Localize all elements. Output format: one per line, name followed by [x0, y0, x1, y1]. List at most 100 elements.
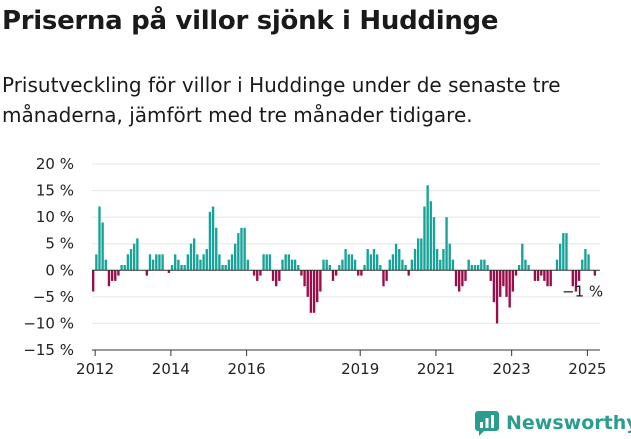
- bar: [382, 270, 385, 287]
- bar: [439, 259, 442, 271]
- bar: [480, 259, 483, 271]
- bar: [353, 259, 357, 271]
- bar: [189, 243, 193, 271]
- brand: Newsworthy: [474, 408, 631, 438]
- bar: [426, 185, 429, 271]
- x-tick-label: 2012: [76, 360, 114, 378]
- bar: [581, 259, 584, 271]
- bar: [268, 254, 272, 271]
- bar: [344, 249, 347, 271]
- bar: [256, 270, 259, 281]
- bar: [215, 227, 218, 271]
- bar: [511, 270, 515, 292]
- bar: [508, 270, 511, 308]
- bar: [208, 211, 212, 271]
- bar: [476, 264, 480, 271]
- bar: [287, 254, 290, 271]
- bar: [101, 222, 104, 271]
- bar: [527, 264, 530, 271]
- bar: [233, 243, 237, 271]
- bar: [420, 238, 423, 271]
- bar: [186, 254, 190, 271]
- bar: [117, 270, 120, 276]
- bar: [413, 249, 417, 271]
- bar: [240, 227, 243, 271]
- bar: [375, 254, 379, 271]
- bar: [502, 270, 505, 287]
- bar: [499, 270, 502, 297]
- bar: [492, 270, 496, 303]
- bar: [445, 217, 448, 271]
- bar: [174, 254, 177, 271]
- bar: [385, 270, 388, 281]
- bar: [155, 254, 158, 271]
- bar: [224, 264, 227, 271]
- bar: [464, 270, 467, 281]
- bar: [360, 270, 363, 276]
- bar: [543, 270, 546, 281]
- bars: [92, 185, 597, 324]
- bar: [517, 264, 521, 271]
- chart-title: Priserna på villor sjönk i Huddinge: [2, 6, 499, 36]
- bar: [549, 270, 552, 287]
- bar: [316, 270, 319, 303]
- bar: [281, 259, 284, 271]
- bar: [293, 259, 297, 271]
- bar: [246, 259, 249, 271]
- y-tick-label: −10 %: [23, 314, 74, 332]
- bar: [442, 249, 445, 271]
- bar: [243, 227, 246, 271]
- bar: [394, 243, 398, 271]
- bar: [262, 254, 265, 271]
- bar: [584, 249, 587, 271]
- bar: [180, 264, 183, 271]
- bar: [347, 254, 350, 271]
- bar: [388, 259, 391, 271]
- bar: [319, 270, 322, 292]
- bar: [211, 206, 215, 271]
- bar: [230, 254, 234, 271]
- bar: [432, 217, 436, 271]
- bar: [325, 259, 328, 271]
- bar: [107, 270, 111, 287]
- bar: [120, 264, 123, 271]
- bar: [259, 270, 262, 276]
- bar: [416, 238, 420, 271]
- bar: [536, 270, 540, 281]
- bar: [350, 254, 354, 271]
- chart-subtitle: Prisutveckling för villor i Huddinge und…: [2, 73, 561, 127]
- bar: [148, 254, 152, 271]
- bar: [199, 259, 202, 271]
- bar: [514, 270, 518, 276]
- bar: [167, 270, 171, 273]
- bar: [558, 243, 562, 271]
- x-tick-label: 2019: [341, 360, 379, 378]
- x-tick-label: 2023: [493, 360, 531, 378]
- bar: [574, 270, 578, 292]
- bar: [227, 259, 231, 271]
- bar: [489, 270, 492, 281]
- bar: [341, 259, 344, 271]
- y-tick-label: 0 %: [45, 261, 74, 279]
- bar: [110, 270, 114, 281]
- bar: [218, 254, 221, 271]
- bar: [524, 259, 527, 271]
- bar: [237, 233, 240, 271]
- bar: [429, 201, 432, 271]
- bar: [334, 270, 338, 276]
- bar: [483, 259, 486, 271]
- bar: [458, 270, 461, 292]
- bar: [369, 254, 373, 271]
- bar: [309, 270, 313, 313]
- bar: [183, 264, 186, 271]
- bar: [423, 206, 426, 271]
- bar: [331, 270, 335, 281]
- bar: [136, 238, 139, 271]
- bar: [540, 270, 543, 276]
- x-tick-label: 2016: [228, 360, 266, 378]
- bar: [357, 270, 360, 276]
- bar: [158, 254, 161, 271]
- axes: [92, 269, 600, 356]
- bar: [366, 249, 369, 271]
- newsworthy-logo-icon: [475, 411, 499, 436]
